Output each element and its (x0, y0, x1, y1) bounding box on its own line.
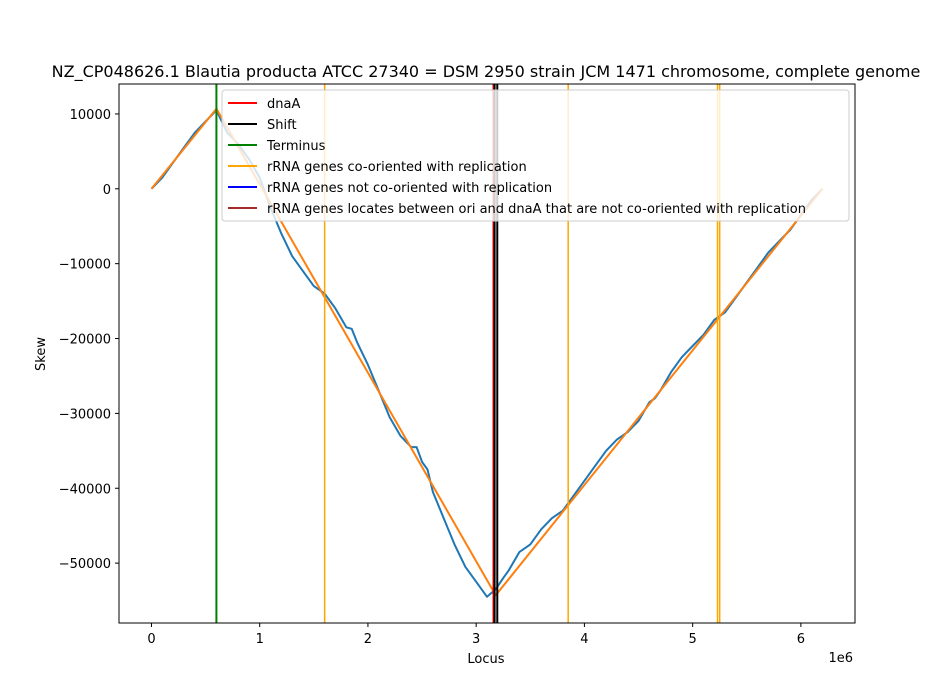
x-axis-ticks: 0 1 2 3 4 5 6 (147, 623, 805, 647)
legend-box (221, 89, 850, 222)
y-axis-label: Skew (34, 337, 49, 371)
x-tick-label: 3 (472, 632, 480, 647)
y-tick-label: 10000 (70, 108, 111, 123)
y-tick-label: −10000 (59, 258, 111, 273)
legend-label: dnaA (267, 97, 300, 112)
y-tick-label: −40000 (59, 482, 111, 497)
y-tick-label: −30000 (59, 407, 111, 422)
legend: dnaA Shift Terminus rRNA genes co-oriented … (221, 89, 850, 222)
x-tick-label: 1 (256, 632, 264, 647)
fitted-skew-line (150, 107, 824, 597)
x-axis-offset-label: 1e6 (828, 651, 853, 666)
legend-label: rRNA genes locates between ori and dnaA … (267, 202, 806, 217)
x-axis-label: Locus (467, 652, 504, 667)
y-tick-label: 0 (103, 183, 111, 198)
legend-label: rRNA genes not co-oriented with replicat… (267, 181, 552, 196)
plot-frame (118, 83, 856, 624)
x-tick-label: 0 (147, 632, 155, 647)
y-axis-ticks: 10000 0 −10000 −20000 −30000 −40000 −50000 (59, 108, 119, 572)
legend-label: Shift (267, 118, 297, 133)
legend-label: Terminus (266, 139, 326, 154)
x-tick-label: 4 (580, 632, 588, 647)
x-tick-label: 2 (364, 632, 372, 647)
chart-title: NZ_CP048626.1 Blautia producta ATCC 2734… (52, 62, 921, 82)
y-tick-label: −50000 (59, 557, 111, 572)
x-tick-label: 6 (797, 632, 805, 647)
x-tick-label: 5 (689, 632, 697, 647)
y-tick-label: −20000 (59, 333, 111, 348)
legend-label: rRNA genes co-oriented with replication (267, 160, 527, 175)
